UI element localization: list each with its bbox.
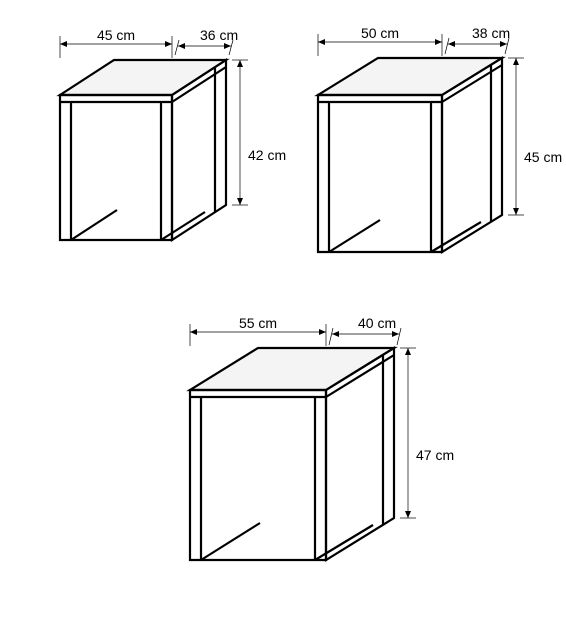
dim-height-small: 42 cm (232, 60, 286, 205)
dim-width-medium: 50 cm (318, 25, 442, 56)
depth-label-large: 40 cm (358, 315, 396, 331)
height-label-small: 42 cm (248, 147, 286, 163)
height-label-medium: 45 cm (524, 149, 562, 165)
height-label-large: 47 cm (416, 447, 454, 463)
dim-width-small: 45 cm (60, 27, 172, 58)
table-medium: 50 cm 38 cm 45 cm (318, 25, 562, 252)
dim-depth-small: 36 cm (175, 27, 238, 55)
depth-label-medium: 38 cm (472, 25, 510, 41)
dim-width-large: 55 cm (190, 315, 326, 346)
dim-height-medium: 45 cm (508, 58, 562, 215)
width-label-medium: 50 cm (361, 25, 399, 41)
width-label-small: 45 cm (97, 27, 135, 43)
dim-depth-medium: 38 cm (445, 25, 510, 54)
dim-height-large: 47 cm (400, 348, 454, 518)
depth-label-small: 36 cm (200, 27, 238, 43)
table-small: 45 cm 36 cm 42 cm (60, 27, 286, 240)
width-label-large: 55 cm (239, 315, 277, 331)
table-large: 55 cm 40 cm 47 cm (190, 315, 454, 560)
diagram-container: 45 cm 36 cm 42 cm (0, 0, 566, 619)
drawing-svg: 45 cm 36 cm 42 cm (0, 0, 566, 619)
dim-depth-large: 40 cm (329, 315, 401, 345)
